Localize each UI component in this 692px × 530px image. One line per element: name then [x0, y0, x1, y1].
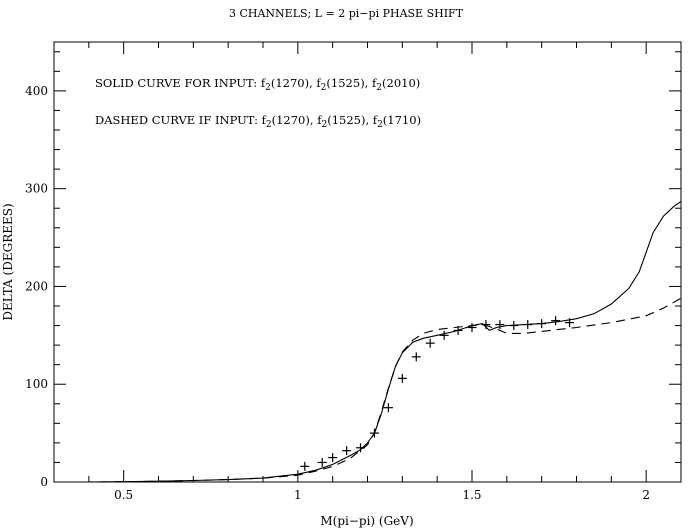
- dashed-curve: [54, 297, 682, 483]
- data-point: [537, 319, 547, 329]
- data-point: [356, 443, 366, 453]
- data-point: [328, 453, 338, 463]
- y-tick-label: 200: [25, 279, 48, 293]
- data-point: [317, 457, 327, 467]
- data-point: [565, 318, 575, 328]
- data-point: [453, 325, 463, 335]
- x-tick-label: 1.5: [462, 488, 481, 502]
- plot-frame: [53, 41, 682, 483]
- data-point: [495, 320, 505, 330]
- data-point: [383, 403, 393, 413]
- x-tick-label: 2: [642, 488, 650, 502]
- data-point: [369, 428, 379, 438]
- data-point: [411, 352, 421, 362]
- x-tick-label: 0.5: [114, 488, 133, 502]
- data-point: [300, 461, 310, 471]
- data-point: [467, 323, 477, 333]
- y-axis-label: DELTA (DEGREES): [1, 203, 15, 320]
- data-points: [300, 316, 575, 471]
- data-point: [425, 338, 435, 348]
- x-tick-label: 1: [294, 488, 302, 502]
- data-point: [523, 320, 533, 330]
- data-point: [481, 320, 491, 330]
- solid-curve: [54, 200, 682, 483]
- data-point: [551, 316, 561, 326]
- data-point: [397, 373, 407, 383]
- chart-title: 3 CHANNELS; L = 2 pi−pi PHASE SHIFT: [229, 7, 464, 20]
- annotation-line: SOLID CURVE FOR INPUT: f2(1270), f2(1525…: [95, 76, 420, 93]
- axis-ticks: 0.5 1 1.5 2 0 100 200 300 400: [25, 42, 682, 502]
- y-tick-label: 400: [25, 84, 48, 98]
- y-tick-label: 100: [25, 377, 48, 391]
- x-axis-label: M(pi−pi) (GeV): [320, 514, 413, 528]
- data-point: [342, 446, 352, 456]
- curves: [54, 200, 682, 483]
- data-point: [509, 321, 519, 331]
- annotation-line: DASHED CURVE IF INPUT: f2(1270), f2(1525…: [95, 113, 421, 130]
- data-point: [439, 330, 449, 340]
- annotations: SOLID CURVE FOR INPUT: f2(1270), f2(1525…: [95, 76, 421, 130]
- y-tick-label: 300: [25, 182, 48, 196]
- y-tick-label: 0: [40, 475, 48, 489]
